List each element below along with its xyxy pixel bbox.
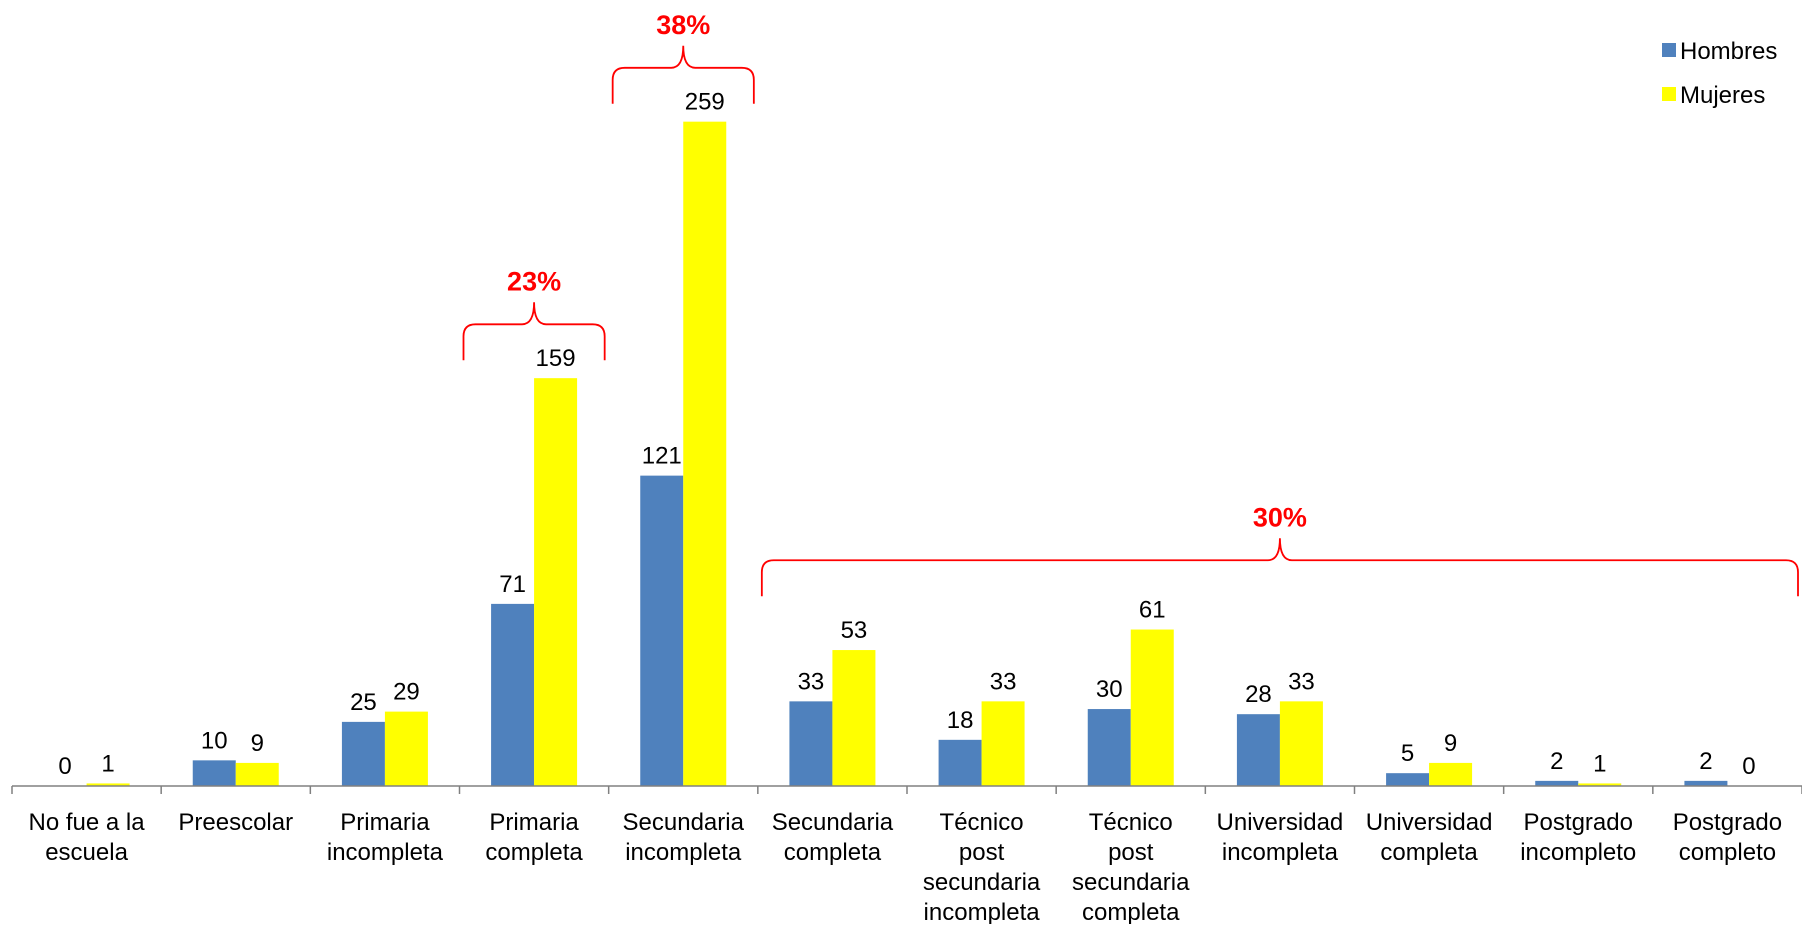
annotation-label-2: 30% xyxy=(1253,502,1307,532)
data-label-mujeres-0: 1 xyxy=(101,750,114,777)
bar-hombres-1 xyxy=(192,760,236,786)
bar-mujeres-1 xyxy=(235,762,279,786)
data-label-hombres-4: 121 xyxy=(642,443,682,470)
category-label-5: Secundaria completa xyxy=(772,809,894,866)
category-label-0: No fue a la escuela xyxy=(29,809,146,866)
bar-hombres-7 xyxy=(1087,709,1131,786)
category-labels-layer: No fue a la escuela Preescolar Primaria inco… xyxy=(29,809,1783,926)
category-label-2: Primaria incompleta xyxy=(327,809,444,866)
bar-mujeres-10 xyxy=(1578,783,1622,786)
data-label-mujeres-11: 0 xyxy=(1742,753,1755,780)
category-label-11: Postgrado completo xyxy=(1673,809,1782,866)
bar-hombres-6 xyxy=(938,739,982,786)
data-label-mujeres-2: 29 xyxy=(393,679,420,706)
bar-mujeres-5 xyxy=(832,650,876,786)
data-label-hombres-0: 0 xyxy=(58,753,71,780)
category-label-4: Secundaria incompleta xyxy=(623,809,745,866)
annotations-layer: 23% 38% 30% xyxy=(462,10,1799,597)
data-label-hombres-10: 2 xyxy=(1550,748,1563,775)
data-label-hombres-2: 25 xyxy=(350,689,377,716)
data-label-mujeres-7: 61 xyxy=(1139,597,1166,624)
bar-hombres-11 xyxy=(1684,780,1728,786)
category-label-6: Técnico post secundaria incompleta xyxy=(923,809,1041,924)
category-label-7: Técnico post secundaria completa xyxy=(1072,809,1190,924)
bar-hombres-9 xyxy=(1386,773,1430,786)
category-label-10: Postgrado incompleto xyxy=(1520,809,1636,866)
data-label-hombres-6: 18 xyxy=(947,707,974,734)
legend-swatch-mujeres xyxy=(1662,87,1676,101)
category-label-3: Primaria completa xyxy=(485,809,583,866)
bar-hombres-4 xyxy=(640,475,684,786)
bar-hombres-2 xyxy=(341,721,385,786)
x-axis xyxy=(11,785,1802,794)
data-label-mujeres-9: 9 xyxy=(1444,730,1457,757)
legend: Hombres Mujeres xyxy=(1662,38,1777,109)
bar-mujeres-4 xyxy=(683,121,727,787)
annotation-label-1: 38% xyxy=(656,10,710,40)
data-label-hombres-9: 5 xyxy=(1401,740,1414,767)
annotation-brace-0 xyxy=(462,302,606,361)
data-label-mujeres-4: 259 xyxy=(685,89,725,116)
data-label-mujeres-10: 1 xyxy=(1593,750,1606,777)
bar-mujeres-7 xyxy=(1130,629,1174,786)
legend-label-hombres: Hombres xyxy=(1680,38,1777,65)
data-label-hombres-11: 2 xyxy=(1699,748,1712,775)
data-label-mujeres-1: 9 xyxy=(251,730,264,757)
data-label-hombres-7: 30 xyxy=(1096,676,1123,703)
bar-hombres-10 xyxy=(1535,780,1579,786)
bar-hombres-3 xyxy=(491,603,535,786)
legend-swatch-hombres xyxy=(1662,43,1676,57)
bar-mujeres-3 xyxy=(534,378,578,786)
data-label-mujeres-3: 159 xyxy=(536,345,576,372)
annotation-brace-2 xyxy=(760,538,1799,597)
data-label-mujeres-6: 33 xyxy=(990,668,1017,695)
category-label-8: Universidad incompleta xyxy=(1217,809,1344,866)
data-label-hombres-3: 71 xyxy=(499,571,526,598)
bar-mujeres-0 xyxy=(86,783,130,786)
data-label-hombres-1: 10 xyxy=(201,727,228,754)
category-label-1: Preescolar xyxy=(178,809,293,836)
bar-hombres-5 xyxy=(789,701,833,786)
legend-label-mujeres: Mujeres xyxy=(1680,82,1765,109)
annotation-brace-1 xyxy=(611,45,755,104)
data-label-hombres-5: 33 xyxy=(798,668,825,695)
bar-mujeres-9 xyxy=(1429,762,1473,786)
bars-layer xyxy=(86,121,1728,787)
data-label-mujeres-5: 53 xyxy=(841,617,868,644)
bar-hombres-8 xyxy=(1236,714,1280,786)
annotation-label-0: 23% xyxy=(507,266,561,296)
bar-mujeres-6 xyxy=(981,701,1025,786)
category-label-9: Universidad completa xyxy=(1366,809,1493,866)
bar-mujeres-8 xyxy=(1279,701,1323,786)
data-label-hombres-8: 28 xyxy=(1245,681,1272,708)
bar-mujeres-2 xyxy=(384,711,428,786)
data-label-mujeres-8: 33 xyxy=(1288,668,1315,695)
